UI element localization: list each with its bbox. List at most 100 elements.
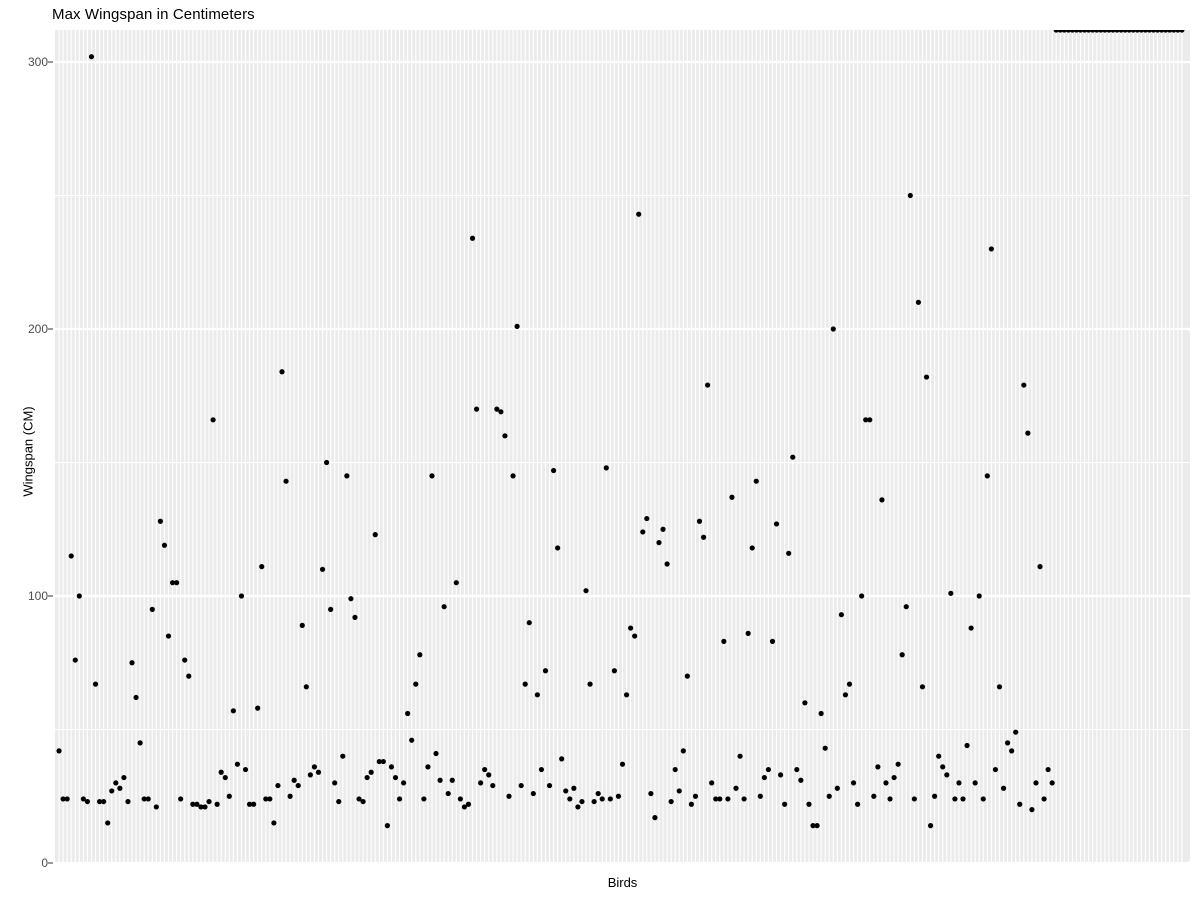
data-point [465,801,472,807]
data-point [1090,30,1096,33]
data-point [599,796,605,802]
data-point [964,742,970,749]
data-point [753,478,759,484]
data-point [1130,30,1136,33]
data-point [879,497,885,503]
data-point [733,785,739,791]
data-point [1049,780,1055,786]
data-point [611,668,617,674]
data-point [401,780,407,786]
data-point [376,758,382,765]
data-point [453,580,459,586]
data-point [1122,30,1128,33]
data-point [1000,785,1007,791]
data-point [1146,30,1153,33]
data-point [749,545,755,551]
data-point [915,299,922,305]
data-point [587,681,593,687]
data-point [1077,30,1084,33]
data-point [972,780,978,786]
data-point [60,796,66,802]
data-point [1094,30,1100,33]
data-point [117,785,123,791]
data-point [417,652,423,658]
data-point [907,192,913,199]
data-point [392,774,399,781]
data-point [656,540,662,546]
data-point [1057,30,1063,33]
data-point [1102,30,1108,33]
data-point [903,604,909,610]
data-point [1065,30,1071,33]
data-point [1053,30,1059,33]
data-point [595,790,601,797]
data-point [429,473,435,479]
data-point [567,796,573,802]
data-point [944,772,950,778]
data-point [72,657,78,663]
data-point [891,774,897,781]
data-point [105,820,111,826]
data-point [242,766,249,773]
y-axis-title: Wingspan (CM) [20,406,36,497]
data-point [871,793,877,799]
data-point [692,793,699,799]
data-point [68,553,74,559]
data-point [850,780,857,786]
data-point [729,494,735,500]
data-point [88,54,95,60]
data-point [895,761,901,767]
data-point [1142,30,1149,33]
data-point [688,801,695,807]
data-point [92,681,99,687]
data-point [899,652,905,658]
data-point [1073,30,1080,33]
data-point [794,766,800,773]
data-point [777,772,784,778]
data-point [1159,30,1165,33]
y-tick-label: 0 [41,856,48,870]
data-point [875,764,881,770]
data-point [672,766,678,773]
data-point [1037,564,1043,570]
data-point [56,748,62,754]
data-point [948,590,954,596]
data-point [615,793,622,799]
data-point [506,793,512,799]
data-point [579,798,585,805]
data-point [133,694,139,701]
data-point [279,369,285,375]
data-point [769,638,776,645]
data-point [425,764,431,770]
data-point [927,823,934,829]
data-point [1082,30,1088,33]
data-point [559,756,565,762]
data-point [1163,30,1169,33]
data-point [368,769,374,775]
data-point [344,473,350,479]
data-point [859,593,865,599]
data-point [680,748,686,754]
data-point [234,761,241,767]
data-point [526,620,532,626]
data-point [202,804,208,810]
data-point [534,692,540,698]
data-point [194,801,200,807]
data-point [238,593,245,599]
data-point [1029,807,1035,813]
data-point [295,782,301,789]
data-point [761,774,767,781]
data-point [619,761,626,767]
chart-title: Max Wingspan in Centimeters [52,6,255,23]
data-point [1004,740,1011,746]
data-point [846,681,853,687]
data-point [923,374,930,380]
data-point [299,622,305,628]
data-point [323,459,330,466]
data-point [356,796,362,802]
data-point [169,580,176,586]
data-point [830,326,836,332]
data-point [226,793,232,799]
data-point [530,790,536,797]
data-point [721,638,727,645]
